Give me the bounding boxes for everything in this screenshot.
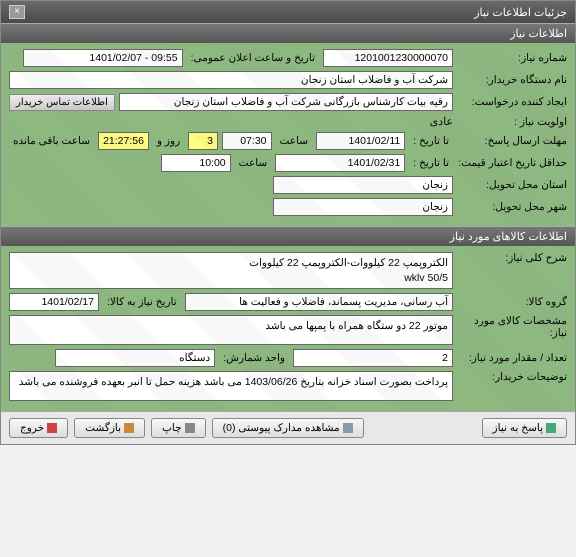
contact-buyer-button[interactable]: اطلاعات تماس خریدار (9, 94, 115, 111)
row-priority: اولویت نیاز : عادی (9, 115, 567, 128)
priority-label: اولویت نیاز : (457, 116, 567, 128)
deadline-remaining-label: ساعت باقی مانده (9, 135, 94, 147)
close-icon[interactable]: × (9, 5, 25, 19)
creator-label: ایجاد کننده درخواست: (457, 96, 567, 108)
section1-header: اطلاعات نیاز (1, 23, 575, 43)
price-validity-date-field: 1401/02/31 (275, 154, 405, 172)
respond-button-label: پاسخ به نیاز (493, 422, 543, 434)
buyer-notes-field: پرداخت بصورت اسناد خزانه بتاریخ 1403/06/… (9, 371, 453, 401)
delivery-province-field: زنجان (273, 176, 453, 194)
row-price-validity: حداقل تاریخ اعتبار قیمت: تا تاریخ : 1401… (9, 154, 567, 172)
general-desc-field: الکتروپمپ 22 کیلووات-الکتروپمپ 22 کیلووا… (9, 252, 453, 289)
priority-value: عادی (430, 115, 453, 128)
row-quantity: تعداد / مقدار مورد نیاز: 2 واحد شمارش: د… (9, 349, 567, 367)
row-deadline: مهلت ارسال پاسخ: تا تاریخ : 1401/02/11 س… (9, 132, 567, 150)
need-number-label: شماره نیاز: (457, 52, 567, 64)
general-desc-label: شرح کلی نیاز: (457, 252, 567, 264)
print-label: چاپ (162, 422, 182, 434)
deadline-remaining-field: 21:27:56 (98, 132, 149, 150)
row-delivery-province: استان محل تحویل: زنجان (9, 176, 567, 194)
row-buyer-notes: توضیحات خریدار: پرداخت بصورت اسناد خزانه… (9, 371, 567, 401)
price-validity-time-label: ساعت (235, 157, 272, 169)
exit-button[interactable]: خروج (9, 418, 68, 438)
titlebar: جزئیات اطلاعات نیاز × (1, 1, 575, 23)
section2-body: شرح کلی نیاز: الکتروپمپ 22 کیلووات-الکتر… (1, 246, 575, 411)
delivery-city-field: زنجان (273, 198, 453, 216)
exit-icon (47, 423, 57, 433)
respond-button[interactable]: پاسخ به نیاز (482, 418, 567, 438)
deadline-days-label: روز و (153, 135, 184, 147)
dialog-window: جزئیات اطلاعات نیاز × اطلاعات نیاز شماره… (0, 0, 576, 445)
row-delivery-city: شهر محل تحویل: زنجان (9, 198, 567, 216)
deadline-time-field: 07:30 (222, 132, 272, 150)
price-validity-to-label: تا تاریخ : (409, 157, 453, 169)
row-creator: ایجاد کننده درخواست: رقیه بیات کارشناس ب… (9, 93, 567, 111)
deadline-to-label: تا تاریخ : (409, 135, 453, 147)
footer: پاسخ به نیاز مشاهده مدارک پیوستی (0) چاپ… (1, 411, 575, 444)
row-need-number: شماره نیاز: 1201001230000070 تاریخ و ساع… (9, 49, 567, 67)
buyer-name-label: نام دستگاه خریدار: (457, 74, 567, 86)
deadline-label: مهلت ارسال پاسخ: (457, 135, 567, 147)
quantity-label: تعداد / مقدار مورد نیاز: (457, 352, 567, 364)
product-group-label: گروه کالا: (457, 296, 567, 308)
announce-label: تاریخ و ساعت اعلان عمومی: (187, 52, 319, 64)
need-date-field: 1401/02/17 (9, 293, 99, 311)
attachment-icon (343, 423, 353, 433)
row-general-desc: شرح کلی نیاز: الکتروپمپ 22 کیلووات-الکتر… (9, 252, 567, 289)
need-number-field: 1201001230000070 (323, 49, 453, 67)
delivery-province-label: استان محل تحویل: (457, 179, 567, 191)
unit-field: دستگاه (55, 349, 215, 367)
price-validity-time-field: 10:00 (161, 154, 231, 172)
deadline-days-field: 3 (188, 132, 218, 150)
view-docs-label: مشاهده مدارک پیوستی (0) (223, 422, 340, 434)
deadline-date-field: 1401/02/11 (316, 132, 405, 150)
section1-body: شماره نیاز: 1201001230000070 تاریخ و ساع… (1, 43, 575, 226)
view-docs-button[interactable]: مشاهده مدارک پیوستی (0) (212, 418, 364, 438)
back-button[interactable]: بازگشت (74, 418, 145, 438)
row-buyer: نام دستگاه خریدار: شرکت آب و فاضلاب استا… (9, 71, 567, 89)
product-group-field: آب رسانی، مدیریت پسماند، فاضلاب و فعالیت… (185, 293, 453, 311)
print-button[interactable]: چاپ (151, 418, 206, 438)
section2-header: اطلاعات کالاهای مورد نیاز (1, 226, 575, 246)
announce-field: 09:55 - 1401/02/07 (23, 49, 183, 67)
creator-field: رقیه بیات کارشناس بازرگانی شرکت آب و فاض… (119, 93, 453, 111)
deadline-time-label: ساعت (276, 135, 313, 147)
buyer-name-field: شرکت آب و فاضلاب استان زنجان (9, 71, 453, 89)
reply-icon (546, 423, 556, 433)
unit-label: واحد شمارش: (219, 352, 289, 364)
row-specs: مشخصات کالای مورد نیاز: موتور 22 دو ستگا… (9, 315, 567, 345)
quantity-field: 2 (293, 349, 453, 367)
specs-label: مشخصات کالای مورد نیاز: (457, 315, 567, 339)
back-icon (124, 423, 134, 433)
exit-label: خروج (20, 422, 44, 434)
delivery-city-label: شهر محل تحویل: (457, 201, 567, 213)
price-validity-label: حداقل تاریخ اعتبار قیمت: (457, 157, 567, 169)
need-date-label: تاریخ نیاز به کالا: (103, 296, 181, 308)
specs-field: موتور 22 دو ستگاه همراه با پمپها می باشد (9, 315, 453, 345)
row-product-group: گروه کالا: آب رسانی، مدیریت پسماند، فاضل… (9, 293, 567, 311)
window-title: جزئیات اطلاعات نیاز (474, 6, 567, 19)
back-label: بازگشت (85, 422, 121, 434)
buyer-notes-label: توضیحات خریدار: (457, 371, 567, 383)
print-icon (185, 423, 195, 433)
